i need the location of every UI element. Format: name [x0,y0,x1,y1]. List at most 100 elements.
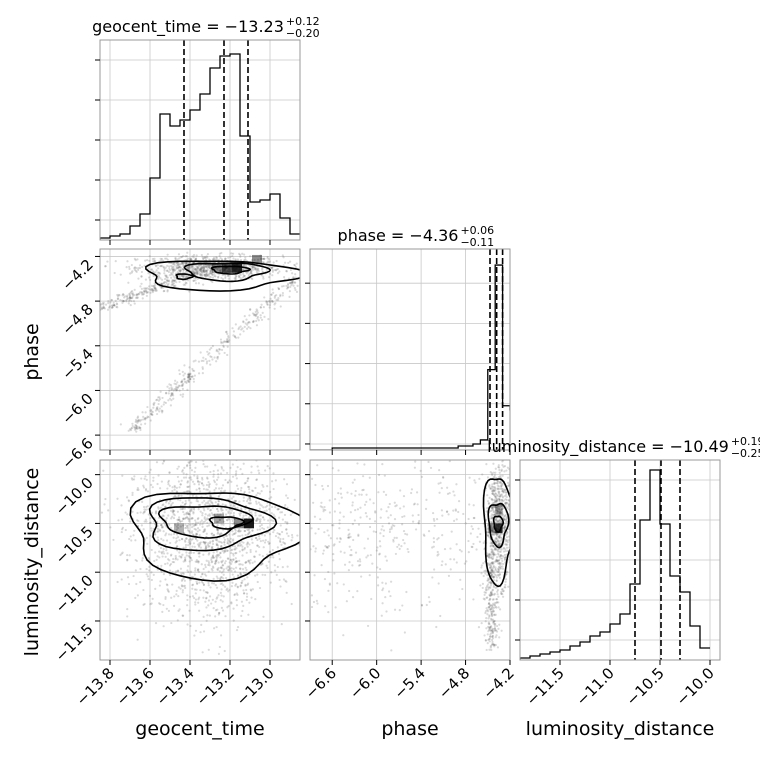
sample-point [177,586,180,589]
sample-point [110,298,113,302]
sample-point [194,282,198,285]
sample-point [498,550,501,553]
sample-point [207,570,210,573]
sample-point [289,281,293,284]
sample-point [281,566,284,569]
sample-point [189,556,192,559]
sample-point [196,268,199,271]
sample-point [380,508,383,511]
sample-point [216,544,220,547]
sample-point [503,558,507,561]
sample-point [203,270,206,273]
sample-point [364,511,367,515]
sample-point [152,476,155,479]
sample-point [219,338,223,341]
sample-point [206,268,209,271]
sample-point [235,477,238,480]
sample-point [126,576,130,579]
sample-point [177,267,180,270]
sample-point [233,528,237,531]
sample-point [337,492,340,495]
sample-point [249,499,252,502]
sample-point [154,284,157,287]
sample-point [188,261,191,265]
sample-point [255,478,259,481]
sample-point [179,256,183,259]
sample-point [253,560,256,563]
sample-point [488,648,491,651]
sample-point [494,636,497,639]
sample-point [333,510,336,513]
sample-point [274,302,277,305]
sample-point [316,464,319,467]
sample-point [205,596,208,599]
sample-point [152,479,155,482]
sample-point [406,548,409,551]
sample-point [278,516,281,519]
sample-point [189,540,192,543]
sample-point [495,601,498,604]
sample-point [204,269,208,272]
sample-point [154,286,157,289]
sample-point [500,512,503,515]
sample-point [237,441,239,443]
sample-point [132,300,136,303]
sample-point [205,274,208,277]
sample-point [338,522,341,525]
sample-point [232,511,235,515]
sample-point [250,271,253,274]
sample-point [133,426,136,429]
sample-point [498,636,501,639]
sample-point [202,589,205,592]
sample-point [135,424,138,427]
sample-point [214,560,217,563]
sample-point [205,274,209,277]
x-tick-label: −5.4 [390,664,428,702]
sample-point [187,373,191,376]
sample-point [267,265,270,268]
sample-point [205,619,208,622]
sample-point [488,581,491,584]
sample-point [251,489,254,492]
sample-point [490,550,494,553]
sample-point [351,504,354,507]
sample-point [279,537,282,541]
sample-point [232,576,236,579]
sample-point [468,476,471,479]
sample-point [501,567,505,570]
sample-point [121,292,125,296]
sample-point [491,548,494,551]
sample-point [222,583,225,587]
sample-point [131,478,134,481]
sample-point [487,534,490,538]
sample-point [110,299,113,302]
sample-point [157,507,160,510]
sample-point [402,538,405,542]
sample-point [183,507,186,510]
sample-point [165,278,169,282]
sample-point [379,532,382,535]
sample-point [179,270,182,273]
sample-point [107,299,110,303]
sample-point [384,493,388,496]
sample-point [503,553,506,557]
sample-point [322,549,325,552]
sample-point [245,272,249,275]
sample-point [180,380,184,383]
sample-point [208,275,211,278]
sample-point [273,296,276,299]
sample-point [492,570,495,573]
sample-point [274,269,278,272]
sample-point [157,544,160,547]
sample-point [193,268,196,271]
sample-point [220,544,223,548]
sample-point [506,549,509,552]
sample-point [499,536,502,539]
sample-point [223,562,227,565]
sample-point [452,509,455,512]
sample-point [289,260,292,263]
sample-point [195,254,198,257]
sample-point [186,594,189,597]
sample-point [275,268,278,271]
sample-point [168,573,172,577]
